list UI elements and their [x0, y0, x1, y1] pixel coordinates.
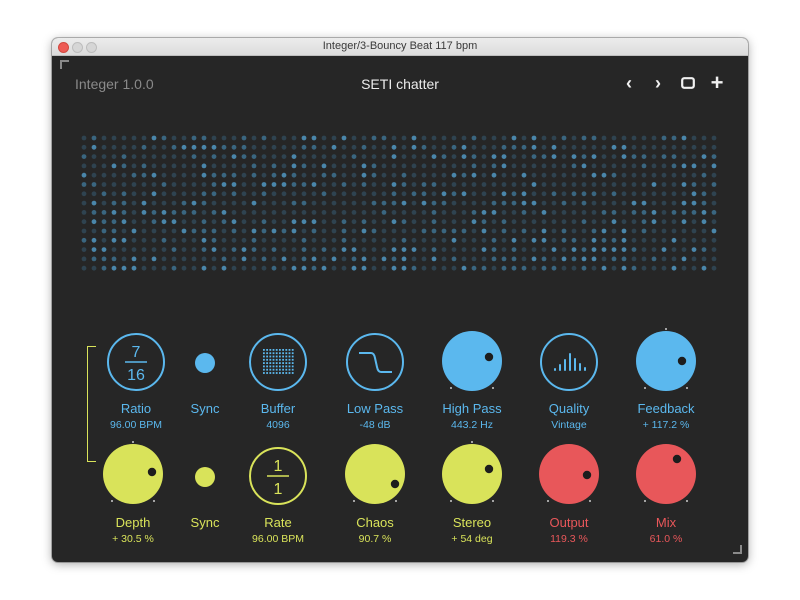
high-pass-value: 443.2 Hz	[450, 419, 494, 431]
quality-label: Quality	[548, 401, 590, 416]
buffer-control[interactable]	[248, 332, 308, 392]
rate-numerator: 1	[274, 458, 283, 475]
low-pass-value: -48 dB	[359, 419, 391, 431]
stereo-value: + 54 deg	[451, 533, 493, 545]
output-knob[interactable]	[534, 439, 604, 509]
mix-knob[interactable]	[631, 439, 701, 509]
chevron-right-icon: ›	[655, 73, 661, 93]
output-label: Output	[549, 515, 589, 530]
buffer-label: Buffer	[260, 401, 296, 416]
stereo-label: Stereo	[452, 515, 492, 530]
sync-label-top: Sync	[190, 401, 220, 416]
close-window-button[interactable]	[58, 42, 69, 53]
depth-value: + 30.5 %	[112, 533, 154, 545]
output-value: 119.3 %	[550, 533, 588, 545]
resize-corner-top-left-icon	[60, 60, 69, 69]
title-bar: Integer/3-Bouncy Beat 117 bpm	[52, 38, 748, 56]
feedback-knob[interactable]	[631, 326, 701, 396]
window-size-button[interactable]	[679, 73, 697, 93]
version-label: Integer 1.0.0	[75, 76, 154, 92]
low-pass-curve-icon	[359, 352, 392, 373]
square-icon	[681, 77, 695, 89]
feedback-label: Feedback	[637, 401, 695, 416]
dot-matrix-display	[81, 135, 717, 271]
depth-label: Depth	[115, 515, 151, 530]
stereo-knob[interactable]	[437, 439, 507, 509]
chevron-left-icon: ‹	[626, 73, 632, 93]
high-pass-knob[interactable]	[437, 326, 507, 396]
sync-label-bottom: Sync	[190, 515, 220, 530]
plugin-panel: Integer 1.0.0 SETI chatter ‹ › + 7 16 Ra…	[52, 56, 748, 562]
ratio-control[interactable]: 7 16	[106, 332, 166, 392]
minimize-window-button[interactable]	[72, 42, 83, 53]
rate-denominator: 1	[274, 481, 283, 498]
ratio-denominator: 16	[127, 367, 145, 384]
window-title: Integer/3-Bouncy Beat 117 bpm	[322, 40, 478, 52]
prev-preset-button[interactable]: ‹	[620, 73, 638, 93]
sync-toggle-top[interactable]	[195, 353, 215, 373]
low-pass-control[interactable]	[345, 332, 405, 392]
buffer-value: 4096	[266, 419, 290, 431]
rate-label: Rate	[264, 515, 292, 530]
plugin-window: Integer/3-Bouncy Beat 117 bpm Integer 1.…	[52, 38, 748, 562]
sync-bracket	[87, 346, 96, 462]
spectrum-bars-icon	[554, 353, 586, 371]
feedback-value: + 117.2 %	[642, 419, 690, 431]
grid-icon	[263, 349, 294, 374]
ratio-numerator: 7	[132, 344, 141, 361]
resize-corner-icon[interactable]	[733, 545, 742, 554]
rate-value: 96.00 BPM	[252, 533, 304, 545]
ratio-label: Ratio	[120, 401, 152, 416]
next-preset-button[interactable]: ›	[649, 73, 667, 93]
plus-icon: +	[710, 70, 724, 95]
low-pass-label: Low Pass	[346, 401, 404, 416]
ratio-value: 96.00 BPM	[110, 419, 162, 431]
add-preset-button[interactable]: +	[708, 70, 726, 95]
zoom-window-button[interactable]	[86, 42, 97, 53]
rate-control[interactable]: 1 1	[248, 446, 308, 506]
chaos-knob[interactable]	[340, 439, 410, 509]
chaos-value: 90.7 %	[358, 533, 392, 545]
quality-control[interactable]	[539, 332, 599, 392]
mix-value: 61.0 %	[649, 533, 683, 545]
preset-name[interactable]: SETI chatter	[361, 76, 439, 92]
mix-label: Mix	[655, 515, 677, 530]
high-pass-label: High Pass	[442, 401, 502, 416]
quality-value: Vintage	[551, 419, 587, 431]
sync-toggle-bottom[interactable]	[195, 467, 215, 487]
depth-knob[interactable]	[98, 439, 168, 509]
chaos-label: Chaos	[356, 515, 394, 530]
